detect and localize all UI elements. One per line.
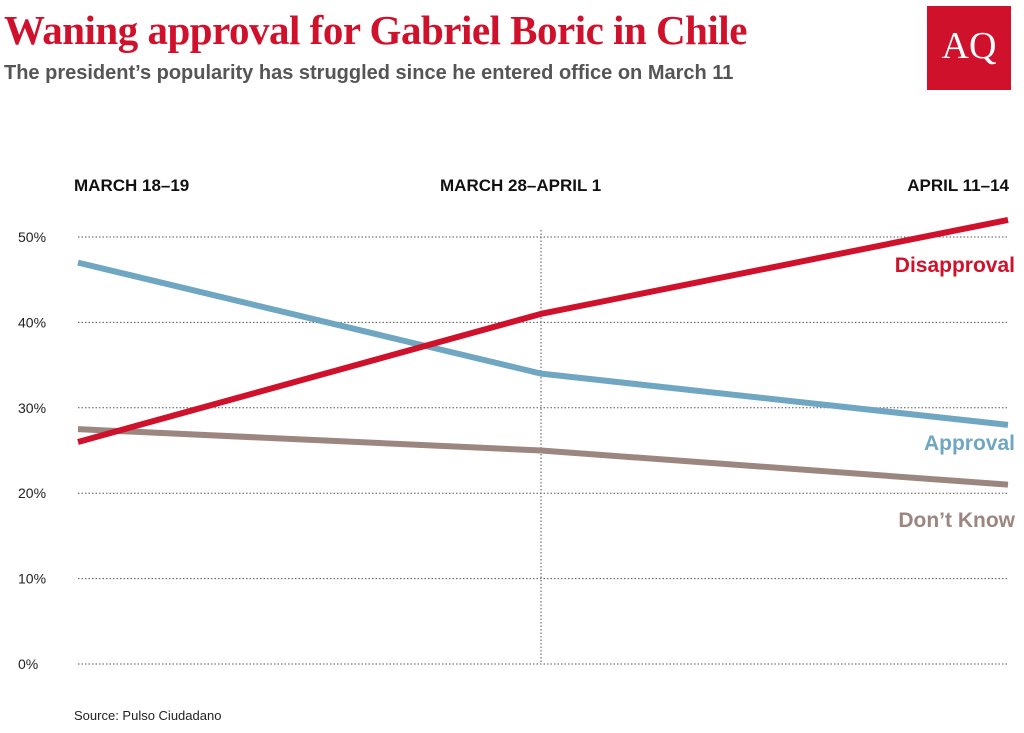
period-label-1: MARCH 18–19	[74, 176, 190, 195]
chart-subtitle: The president’s popularity has struggled…	[4, 62, 734, 84]
series-label-approval: Approval	[924, 432, 1015, 455]
y-tick-label-2: 20%	[18, 485, 46, 501]
series-label-dont-know: Don’t Know	[898, 509, 1015, 532]
source-note: Source: Pulso Ciudadano	[74, 708, 222, 723]
y-tick-label-3: 30%	[18, 400, 46, 416]
series-line-dont-know	[77, 426, 1009, 488]
series-line-disapproval	[77, 216, 1009, 445]
series-line-approval	[77, 259, 1009, 428]
series-label-disapproval: Disapproval	[895, 254, 1015, 277]
period-label-2: MARCH 28–APRIL 1	[440, 176, 602, 195]
y-tick-label-4: 40%	[18, 314, 46, 330]
y-tick-label-1: 10%	[18, 571, 46, 587]
aq-logo: AQ	[927, 6, 1011, 90]
logo-text: AQ	[941, 25, 997, 67]
y-tick-label-0: 0%	[18, 656, 38, 672]
period-label-3: APRIL 11–14	[907, 176, 1009, 195]
y-tick-label-5: 50%	[18, 229, 46, 245]
chart-title: Waning approval for Gabriel Boric in Chi…	[4, 7, 747, 53]
